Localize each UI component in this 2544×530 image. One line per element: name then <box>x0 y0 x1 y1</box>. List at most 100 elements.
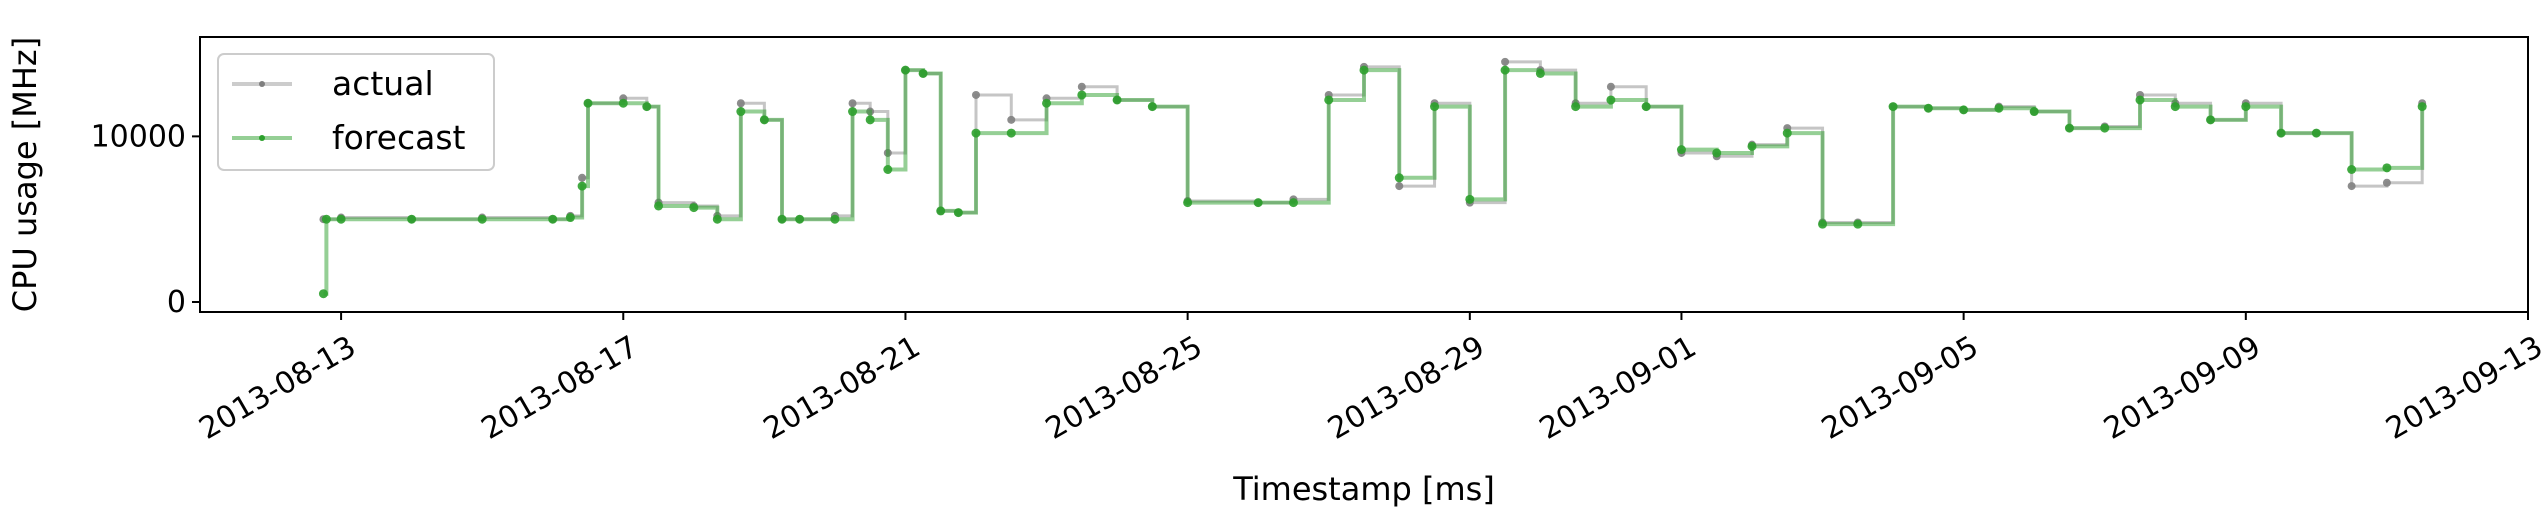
forecast-point <box>1923 103 1933 113</box>
legend-forecast-label: forecast <box>332 118 466 157</box>
x-tick-label: 2013-08-25 <box>1040 329 1208 446</box>
actual-point <box>1501 57 1510 66</box>
forecast-point <box>1606 95 1616 105</box>
forecast-point <box>2170 102 2180 112</box>
forecast-point <box>1077 90 1087 100</box>
x-tick-label: 2013-08-13 <box>193 329 361 446</box>
forecast-point <box>777 214 787 224</box>
y-axis: 0 10000 <box>91 119 200 320</box>
forecast-point <box>318 289 328 299</box>
actual-point <box>2347 182 2356 191</box>
forecast-point <box>2382 163 2392 173</box>
forecast-point <box>2311 128 2321 138</box>
x-tick-label: 2013-09-09 <box>2098 329 2266 446</box>
forecast-point <box>1324 95 1334 105</box>
forecast-point <box>759 115 769 125</box>
forecast-point <box>1959 105 1969 115</box>
y-tick-label: 0 <box>167 285 186 320</box>
x-tick-label: 2013-09-05 <box>1816 329 1984 446</box>
forecast-point <box>712 214 722 224</box>
forecast-point <box>936 206 946 216</box>
x-tick-label: 2013-09-01 <box>1534 329 1702 446</box>
forecast-point <box>407 214 417 224</box>
actual-point <box>972 90 980 99</box>
legend-actual-label: actual <box>332 64 434 103</box>
forecast-point <box>1288 198 1298 208</box>
x-axis-title: Timestamp [ms] <box>1232 470 1495 508</box>
forecast-point <box>883 165 893 174</box>
forecast-point <box>1676 145 1686 155</box>
plot-area-frame <box>199 36 2529 313</box>
forecast-point <box>689 203 699 213</box>
forecast-point <box>548 214 558 224</box>
forecast-point <box>953 208 963 218</box>
forecast-point <box>900 65 910 75</box>
forecast-point <box>2206 115 2216 125</box>
actual-point <box>1606 82 1615 91</box>
forecast-point <box>918 68 928 78</box>
legend: actual forecast <box>217 53 495 171</box>
forecast-point <box>2100 123 2110 133</box>
forecast-point <box>654 201 664 211</box>
forecast-point <box>1853 219 1863 229</box>
forecast-point <box>1782 128 1792 138</box>
actual-line <box>323 60 2424 224</box>
forecast-point <box>736 107 746 117</box>
forecast-point <box>1712 148 1722 158</box>
forecast-point <box>642 102 652 112</box>
forecast-point <box>2276 128 2286 138</box>
forecast-point <box>1006 128 1016 138</box>
x-axis: 2013-08-13 2013-08-17 2013-08-21 2013-08-25… <box>193 312 2544 447</box>
forecast-point <box>1359 65 1369 75</box>
forecast-point <box>1888 102 1898 112</box>
forecast-point <box>1818 219 1828 229</box>
forecast-point <box>336 214 346 224</box>
forecast-point <box>865 115 875 125</box>
forecast-point <box>2064 123 2074 133</box>
forecast-point <box>1641 102 1651 112</box>
y-tick-label: 10000 <box>91 119 186 154</box>
x-tick-label: 2013-08-21 <box>758 329 926 446</box>
forecast-point <box>848 107 858 117</box>
forecast-line <box>323 68 2425 296</box>
legend-actual-marker <box>259 81 265 87</box>
forecast-point <box>577 181 587 191</box>
forecast-point <box>618 98 628 108</box>
forecast-point <box>477 214 487 224</box>
x-tick-label: 2013-08-29 <box>1322 329 1490 446</box>
forecast-point <box>1430 102 1440 112</box>
forecast-point <box>1747 141 1757 151</box>
forecast-point <box>1535 68 1545 78</box>
forecast-point <box>565 213 575 223</box>
forecast-point <box>1465 194 1475 204</box>
actual-series <box>319 57 2427 227</box>
forecast-point <box>1994 103 2004 113</box>
actual-point <box>1007 115 1016 124</box>
forecast-point <box>1112 95 1122 105</box>
forecast-point <box>583 98 593 108</box>
legend-forecast-marker <box>259 135 265 141</box>
x-tick-label: 2013-08-17 <box>476 329 644 446</box>
actual-point <box>578 173 587 182</box>
forecast-point <box>1253 198 1263 208</box>
forecast-point <box>971 128 981 138</box>
x-tick-label: 2013-09-13 <box>2380 329 2544 446</box>
y-axis-title: CPU usage [MHz] <box>6 37 44 312</box>
forecast-point <box>1147 102 1157 112</box>
forecast-point <box>2241 102 2251 112</box>
forecast-series <box>318 65 2427 299</box>
forecast-point <box>1500 65 1510 75</box>
forecast-point <box>2347 165 2357 174</box>
forecast-point <box>2135 95 2145 105</box>
forecast-point <box>321 214 331 224</box>
forecast-point <box>1042 98 1052 108</box>
forecast-point <box>1183 198 1193 208</box>
forecast-point <box>830 214 840 224</box>
forecast-point <box>1394 173 1404 183</box>
actual-point <box>2382 178 2391 187</box>
forecast-point <box>2029 107 2039 117</box>
actual-point <box>736 99 745 108</box>
legend-box <box>217 53 495 171</box>
